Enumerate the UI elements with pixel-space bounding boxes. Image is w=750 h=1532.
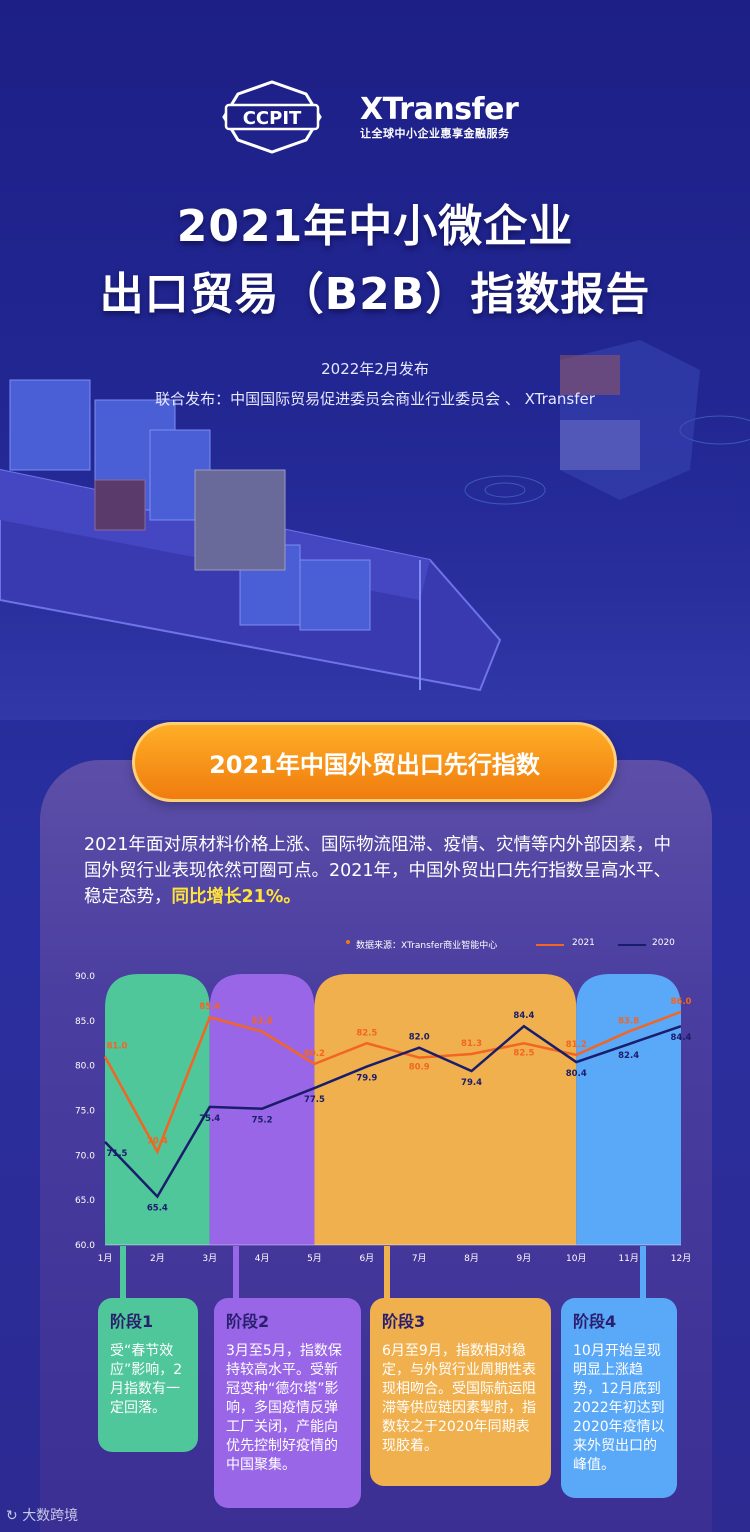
report-title-line2: 出口贸易（B2B）指数报告 (99, 269, 651, 320)
data-label-2020: 71.5 (107, 1149, 128, 1159)
phase-card-title: 阶段4 (573, 1312, 617, 1331)
section-title: 2021年中国外贸出口先行指数 (209, 750, 540, 779)
data-label-2020: 75.4 (199, 1114, 220, 1124)
phase-card-1: 阶段1 受“春节效应”影响，2月指数有一定回落。 (98, 1298, 198, 1452)
data-label-2021: 70.4 (147, 1137, 168, 1147)
phase-card-text: 3月至5月，指数保持较高水平。受新冠变种“德尔塔”影响，多国疫情反弹工厂关闭，产… (226, 1343, 342, 1473)
y-tick-label: 75.0 (75, 1107, 95, 1117)
x-tick-label: 5月 (307, 1253, 322, 1264)
xtransfer-logo: XTransfer 让全球中小企业惠享金融服务 (360, 92, 540, 152)
intro-paragraph: 2021年面对原材料价格上涨、国际物流阻滞、疫情、灾情等内外部因素，中国外贸行业… (84, 832, 674, 910)
data-label-2021: 81.2 (566, 1040, 587, 1050)
phase1-connector (120, 1246, 126, 1298)
y-tick-label: 60.0 (75, 1241, 95, 1251)
x-tick-label: 10月 (566, 1253, 586, 1264)
x-tick-label: 9月 (517, 1253, 532, 1264)
phase4-connector (640, 1246, 646, 1298)
data-label-2021: 86.0 (671, 997, 692, 1007)
data-label-2021: 82.5 (356, 1028, 377, 1038)
xtransfer-name: XTransfer (360, 92, 519, 127)
xtransfer-slogan: 让全球中小企业惠享金融服务 (360, 127, 510, 140)
data-source: 数据来源：XTransfer商业智能中心 (356, 941, 498, 951)
y-tick-label: 70.0 (75, 1151, 95, 1161)
data-label-2021: 83.8 (252, 1017, 273, 1027)
x-tick-label: 3月 (202, 1253, 217, 1264)
watermark-logo-icon: ↻ (6, 1508, 23, 1524)
ccpit-logo: CCPIT (220, 80, 324, 154)
series-line-2020 (104, 1024, 682, 1199)
data-label-2020: 84.4 (671, 1033, 692, 1043)
x-tick-label: 11月 (618, 1253, 638, 1264)
phase-card-text: 受“春节效应”影响，2月指数有一定回落。 (110, 1343, 183, 1416)
chart-legend: 数据来源：XTransfer商业智能中心 2021 2020 (340, 936, 680, 952)
data-label-2020: 82.4 (618, 1051, 639, 1061)
data-label-2021: 85.4 (199, 1002, 220, 1012)
phase-card-title: 阶段2 (226, 1312, 270, 1331)
logo-bar: CCPIT XTransfer 让全球中小企业惠享金融服务 (0, 80, 750, 160)
phase-card-text: 6月至9月，指数相对稳定，与外贸行业周期性表现相吻合。受国际航运阻滞等供应链因素… (382, 1343, 536, 1454)
phase-card-text: 10月开始呈现明显上涨趋势，12月底到2022年初达到2020年疫情以来外贸出口… (573, 1343, 665, 1473)
intro-text: 2021年面对原材料价格上涨、国际物流阻滞、疫情、灾情等内外部因素，中国外贸行业… (84, 835, 672, 907)
x-tick-label: 4月 (255, 1253, 270, 1264)
data-label-2020: 77.5 (304, 1095, 325, 1105)
phase-card-3: 阶段3 6月至9月，指数相对稳定，与外贸行业周期性表现相吻合。受国际航运阻滞等供… (370, 1298, 551, 1486)
phase-band-3 (314, 974, 577, 1245)
data-label-2020: 65.4 (147, 1204, 168, 1214)
phase-card-4: 阶段4 10月开始呈现明显上涨趋势，12月底到2022年初达到2020年疫情以来… (561, 1298, 677, 1498)
svg-text:CCPIT: CCPIT (243, 108, 302, 129)
ship-illustration (0, 340, 750, 720)
y-tick-label: 90.0 (75, 972, 95, 982)
y-tick-label: 85.0 (75, 1017, 95, 1027)
data-label-2021: 80.2 (304, 1049, 325, 1059)
legend-label-2021: 2021 (572, 938, 595, 948)
phase2-connector (233, 1246, 239, 1298)
series-line-2021 (103, 1010, 682, 1155)
x-tick-label: 6月 (359, 1253, 374, 1264)
phase-band-4 (576, 974, 681, 1245)
phase3-connector (384, 1246, 390, 1298)
publishers: 联合发布：中国国际贸易促进委员会商业行业委员会 、 XTransfer (155, 390, 595, 408)
publish-date: 2022年2月发布 (321, 360, 429, 378)
data-label-2021: 80.9 (409, 1063, 430, 1073)
header: CCPIT XTransfer 让全球中小企业惠享金融服务 2021年中小微企业… (0, 0, 750, 720)
data-label-2020: 79.9 (356, 1074, 377, 1084)
x-tick-label: 8月 (464, 1253, 479, 1264)
data-label-2020: 84.4 (513, 1011, 534, 1021)
data-label-2020: 75.2 (252, 1116, 273, 1126)
legend-line-2021 (536, 944, 564, 946)
line-chart: 60.0 65.0 70.0 75.0 80.0 85.0 90.0 1月 2月 3月 4月 5月 6月… (75, 972, 692, 1264)
watermark-text: 大数跨境 (22, 1508, 79, 1524)
source-dot-icon (346, 940, 350, 944)
legend-line-2020 (618, 944, 646, 946)
x-tick-label: 2月 (150, 1253, 165, 1264)
report-title-line1: 2021年中小微企业 (176, 201, 574, 252)
data-label-2021: 81.3 (461, 1039, 482, 1049)
data-label-2021: 83.8 (618, 1017, 639, 1027)
data-label-2021: 82.5 (513, 1048, 534, 1058)
section-title-banner: 2021年中国外贸出口先行指数 (132, 722, 617, 802)
y-tick-label: 65.0 (75, 1196, 95, 1206)
x-tick-label: 1月 (98, 1253, 113, 1264)
phase-card-title: 阶段3 (382, 1312, 426, 1331)
watermark: ↻ 大数跨境 (6, 1505, 78, 1525)
phase-card-title: 阶段1 (110, 1312, 154, 1331)
data-label-2021: 81.0 (107, 1042, 128, 1052)
data-label-2020: 80.4 (566, 1069, 587, 1079)
phase-card-2: 阶段2 3月至5月，指数保持较高水平。受新冠变种“德尔塔”影响，多国疫情反弹工厂… (214, 1298, 361, 1508)
phase-band-1 (105, 974, 210, 1245)
x-tick-label: 7月 (412, 1253, 427, 1264)
y-tick-label: 80.0 (75, 1062, 95, 1072)
x-tick-label: 12月 (671, 1253, 691, 1264)
legend-label-2020: 2020 (652, 938, 675, 948)
intro-highlight: 同比增长21%。 (171, 887, 301, 907)
data-label-2020: 82.0 (409, 1033, 430, 1043)
data-label-2020: 79.4 (461, 1078, 482, 1088)
